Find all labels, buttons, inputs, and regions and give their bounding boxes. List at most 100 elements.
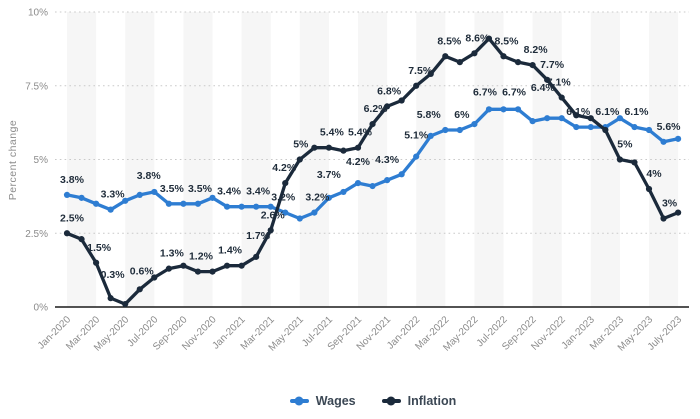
inflation-data-point[interactable] xyxy=(151,274,158,281)
wages-data-point[interactable] xyxy=(573,123,580,131)
wages-data-label: 3.7% xyxy=(317,169,342,181)
inflation-data-label: 0.6% xyxy=(130,265,155,277)
inflation-data-point[interactable] xyxy=(122,300,129,308)
inflation-data-point[interactable] xyxy=(267,227,274,234)
inflation-data-point[interactable] xyxy=(311,144,318,151)
wages-data-label: 5.1% xyxy=(404,130,429,142)
column-band xyxy=(649,12,679,307)
inflation-data-point[interactable] xyxy=(529,62,536,69)
wages-data-point[interactable] xyxy=(223,203,231,210)
inflation-data-point[interactable] xyxy=(384,103,391,110)
inflation-data-point[interactable] xyxy=(63,230,71,237)
wages-data-point[interactable] xyxy=(675,135,682,142)
inflation-data-point[interactable] xyxy=(209,268,216,275)
inflation-data-point[interactable] xyxy=(180,262,187,269)
inflation-data-label: 3% xyxy=(662,198,678,210)
wages-data-point[interactable] xyxy=(354,180,362,187)
inflation-data-label: 7.1% xyxy=(547,77,572,89)
wages-data-point[interactable] xyxy=(107,206,114,213)
wages-data-point[interactable] xyxy=(471,121,478,128)
wages-data-point[interactable] xyxy=(616,115,624,122)
inflation-data-point[interactable] xyxy=(354,144,362,151)
inflation-data-point[interactable] xyxy=(398,97,405,104)
inflation-data-point[interactable] xyxy=(442,53,449,60)
wages-data-point[interactable] xyxy=(631,123,638,131)
inflation-data-point[interactable] xyxy=(602,126,609,134)
wages-data-point[interactable] xyxy=(325,194,332,201)
inflation-data-point[interactable] xyxy=(631,159,638,166)
wages-data-label: 3.2% xyxy=(271,192,296,204)
inflation-data-point[interactable] xyxy=(194,268,202,275)
wages-data-point[interactable] xyxy=(500,106,507,113)
inflation-data-point[interactable] xyxy=(93,259,100,266)
y-tick-label: 5% xyxy=(34,155,49,166)
wages-data-point[interactable] xyxy=(165,200,172,207)
wages-data-label: 5.6% xyxy=(657,121,682,133)
wages-data-point[interactable] xyxy=(311,209,318,216)
inflation-data-point[interactable] xyxy=(573,112,580,119)
inflation-data-point[interactable] xyxy=(296,156,303,163)
inflation-data-point[interactable] xyxy=(616,156,624,163)
inflation-data-point[interactable] xyxy=(558,94,565,101)
wages-data-point[interactable] xyxy=(544,115,551,122)
inflation-data-point[interactable] xyxy=(675,209,682,216)
wages-data-point[interactable] xyxy=(529,118,536,125)
inflation-data-point[interactable] xyxy=(282,180,289,187)
inflation-data-label: 0.3% xyxy=(101,269,126,281)
inflation-data-point[interactable] xyxy=(78,236,85,243)
wages-data-point[interactable] xyxy=(238,203,245,210)
inflation-data-point[interactable] xyxy=(471,50,478,57)
wages-data-point[interactable] xyxy=(78,194,85,201)
inflation-data-point[interactable] xyxy=(325,144,332,151)
inflation-data-point[interactable] xyxy=(660,215,667,222)
wages-data-point[interactable] xyxy=(660,138,667,145)
wages-data-point[interactable] xyxy=(645,126,653,134)
wages-data-point[interactable] xyxy=(282,209,289,216)
inflation-data-point[interactable] xyxy=(369,121,376,128)
inflation-data-point[interactable] xyxy=(340,147,347,154)
wages-data-point[interactable] xyxy=(485,106,493,113)
inflation-data-label: 5% xyxy=(617,139,633,151)
wages-data-point[interactable] xyxy=(296,215,303,222)
inflation-data-point[interactable] xyxy=(413,82,420,89)
wages-data-point[interactable] xyxy=(93,200,100,207)
inflation-data-label: 7.5% xyxy=(408,65,433,77)
wages-data-point[interactable] xyxy=(369,182,376,190)
wages-data-point[interactable] xyxy=(253,203,260,210)
wages-data-point[interactable] xyxy=(209,194,216,201)
wages-data-point[interactable] xyxy=(63,191,71,198)
wages-data-point[interactable] xyxy=(514,106,522,113)
inflation-data-point[interactable] xyxy=(107,295,114,302)
inflation-data-point[interactable] xyxy=(645,185,653,193)
wages-data-point[interactable] xyxy=(194,200,202,207)
inflation-data-point[interactable] xyxy=(427,70,434,78)
wages-data-point[interactable] xyxy=(558,115,565,122)
inflation-data-point[interactable] xyxy=(500,53,507,60)
wages-data-point[interactable] xyxy=(384,177,391,184)
wages-data-point[interactable] xyxy=(136,191,143,198)
inflation-data-point[interactable] xyxy=(165,265,172,272)
wages-data-point[interactable] xyxy=(122,197,129,204)
legend-item-wages[interactable]: Wages xyxy=(289,394,356,408)
legend-item-inflation[interactable]: Inflation xyxy=(381,394,456,408)
wages-legend-marker xyxy=(289,396,309,406)
wages-data-point[interactable] xyxy=(398,171,405,178)
wages-data-point[interactable] xyxy=(442,126,449,134)
wages-data-point[interactable] xyxy=(180,200,187,207)
wages-data-point[interactable] xyxy=(151,188,158,196)
inflation-data-point[interactable] xyxy=(456,59,463,66)
inflation-data-point[interactable] xyxy=(223,262,231,269)
inflation-data-point[interactable] xyxy=(136,286,143,293)
inflation-data-point[interactable] xyxy=(587,115,594,122)
wages-data-point[interactable] xyxy=(267,203,274,210)
inflation-data-point[interactable] xyxy=(485,35,493,42)
wages-data-point[interactable] xyxy=(587,123,594,131)
inflation-data-point[interactable] xyxy=(253,253,260,260)
inflation-data-point[interactable] xyxy=(544,76,551,83)
wages-data-point[interactable] xyxy=(340,188,347,196)
wages-data-point[interactable] xyxy=(427,132,434,139)
inflation-data-point[interactable] xyxy=(514,59,522,66)
wages-data-point[interactable] xyxy=(456,126,463,134)
wages-data-point[interactable] xyxy=(413,153,420,160)
inflation-data-point[interactable] xyxy=(238,262,245,269)
